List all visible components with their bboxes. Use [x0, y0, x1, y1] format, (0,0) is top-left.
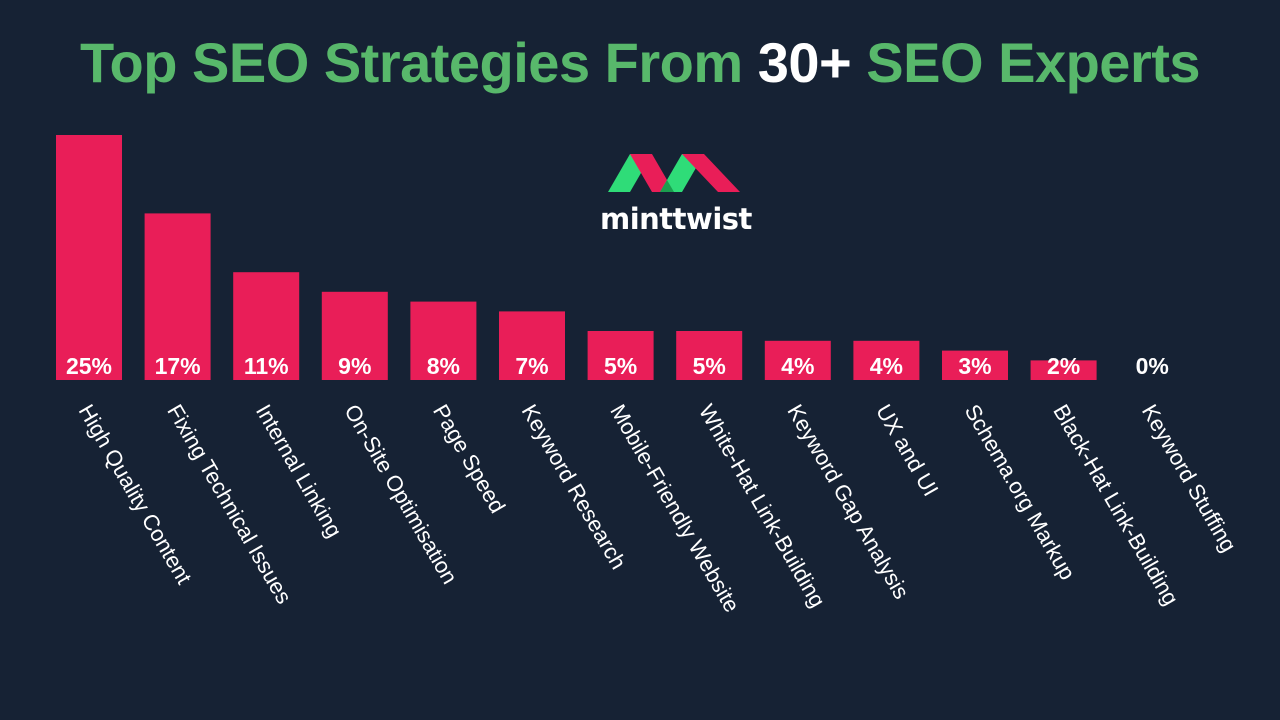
bar-group: 8% Page Speed [410, 301, 510, 517]
data-label: 4% [781, 353, 814, 379]
bar [144, 213, 211, 380]
title-highlight: 30+ [757, 31, 852, 94]
bar-group: 3%Schema.org Markup [942, 350, 1080, 584]
data-label: 3% [958, 353, 991, 379]
bar [942, 350, 1008, 380]
minttwist-logo: minttwist [600, 150, 752, 240]
data-label: 17% [155, 353, 201, 379]
minttwist-logo-icon [608, 154, 740, 192]
bar [676, 331, 743, 380]
data-label: 7% [515, 353, 548, 379]
bar [410, 301, 477, 380]
category-label: UX and UI [871, 400, 943, 500]
data-label: 8% [427, 353, 460, 379]
bar [56, 135, 122, 380]
bar-group: 4% UX and UI [853, 340, 943, 500]
category-label: Page Speed [428, 400, 510, 517]
data-label: 0% [1136, 353, 1169, 379]
bar [1030, 360, 1097, 380]
data-label: 5% [604, 353, 637, 379]
data-label: 5% [693, 353, 726, 379]
bar [499, 311, 565, 380]
bar [764, 340, 831, 380]
brand-name: minttwist [600, 202, 752, 236]
bar [587, 331, 654, 380]
category-label: Internal Linking [251, 400, 347, 542]
bar [853, 340, 920, 380]
title-part-1: Top SEO Strategies From [79, 31, 758, 94]
data-label: 9% [338, 353, 371, 379]
data-label: 4% [870, 353, 903, 379]
data-label: 11% [244, 353, 289, 379]
bar-group: 0% Keyword Stuffing [1136, 353, 1242, 556]
category-label: Keyword Stuffing [1137, 400, 1242, 556]
bar [321, 291, 388, 380]
data-label: 2% [1047, 353, 1080, 379]
bar [233, 272, 300, 380]
chart-title: Top SEO Strategies From 30+ SEO Experts [0, 28, 1280, 98]
data-label: 25% [66, 353, 112, 379]
title-part-3: SEO Experts [851, 31, 1201, 94]
